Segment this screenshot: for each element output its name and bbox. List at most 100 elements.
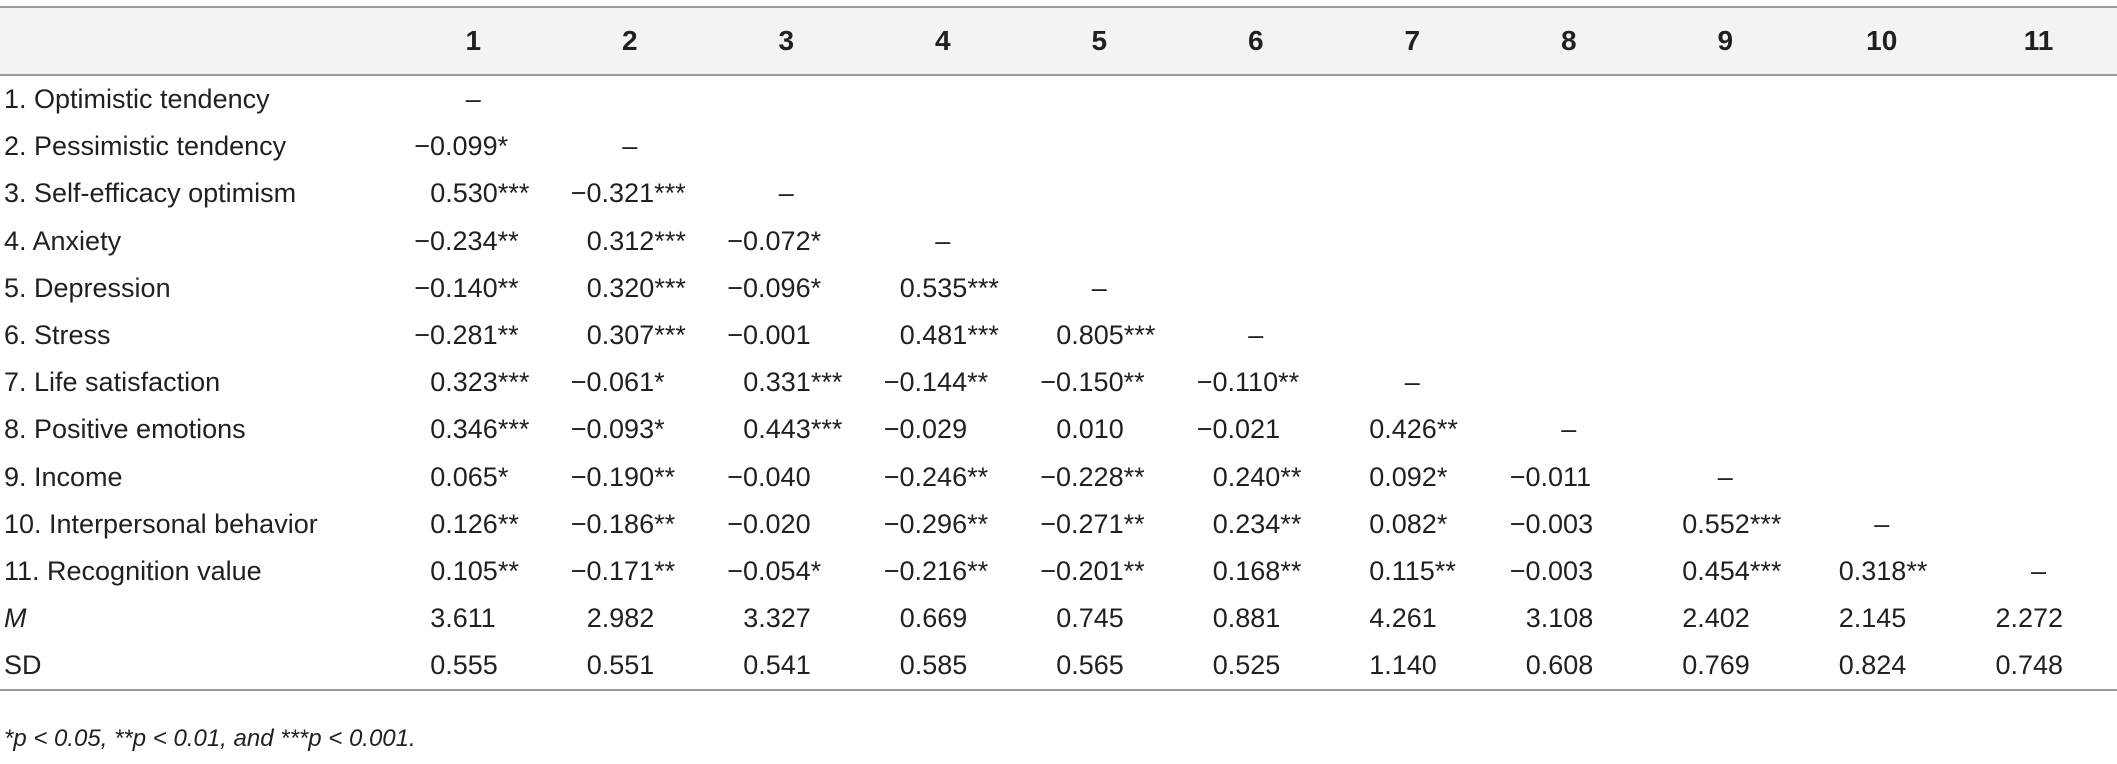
cell-value: 0.320*** — [586, 272, 686, 303]
table-cell — [865, 123, 1022, 170]
table-cell — [1804, 265, 1961, 312]
table-cell: 0.115** — [1334, 548, 1491, 595]
table-cell — [1804, 359, 1961, 406]
table-cell: 0.745 — [1021, 595, 1178, 642]
table-header: 1 2 3 4 5 6 7 8 9 10 11 — [0, 7, 2117, 75]
table-cell: −0.110** — [1178, 359, 1335, 406]
row-label: 10. Interpersonal behavior — [4, 508, 318, 539]
table-cell — [1960, 75, 2117, 123]
table-cell: 0.065* — [395, 454, 552, 501]
table-row: SD 0.555 0.551 0.541 0.585 0.565 0.525 1.140 0.6… — [0, 642, 2117, 692]
table-cell — [1334, 75, 1491, 123]
cell-value: 0.234** — [1212, 508, 1302, 539]
table-row: 3. Self-efficacy optimism 0.530*** −0.321*… — [0, 170, 2117, 217]
table-cell: −0.054* — [708, 548, 865, 595]
table-cell: 3.108 — [1491, 595, 1648, 642]
table-cell: 0.010 — [1021, 406, 1178, 453]
table-cell: 0.240** — [1178, 454, 1335, 501]
cell-value: −0.110** — [1196, 367, 1300, 398]
cell-value: 2.402 — [1682, 603, 1750, 634]
cell-value: −0.271** — [1040, 508, 1145, 539]
table-cell: – — [552, 123, 709, 170]
cell-value: 0.082* — [1369, 508, 1448, 539]
cell-value: −0.190** — [570, 461, 676, 492]
table-cell — [1960, 265, 2117, 312]
table-cell: 3.611 — [395, 595, 552, 642]
table-row: 8. Positive emotions 0.346*** −0.093* 0.443… — [0, 406, 2117, 453]
cell-value: −0.246** — [883, 461, 989, 492]
table-footnote: *p < 0.05, **p < 0.01, and ***p < 0.001. — [4, 725, 416, 752]
table-cell: 0.443*** — [708, 406, 865, 453]
table-cell — [1491, 265, 1648, 312]
table-cell: −0.296** — [865, 501, 1022, 548]
table-cell: 1.140 — [1334, 642, 1491, 692]
table-cell: 0.555 — [395, 642, 552, 692]
table-row: 4. Anxiety −0.234** 0.312*** −0.072* – — [0, 218, 2117, 265]
cell-value: 3.108 — [1525, 603, 1594, 634]
cell-value: 3.611 — [430, 603, 496, 634]
table-cell: −0.003 — [1491, 501, 1648, 548]
cell-value: 2.982 — [586, 603, 655, 634]
row-label: 4. Anxiety — [4, 225, 122, 256]
table-cell: 0.824 — [1803, 642, 1960, 692]
table-row: 11. Recognition value 0.105** −0.171** −0.0… — [0, 548, 2117, 595]
table-cell: −0.321*** — [552, 170, 709, 217]
table-cell: 0.585 — [864, 642, 1021, 692]
table-cell — [1021, 75, 1178, 123]
table-cell — [708, 123, 865, 170]
table-cell — [1647, 218, 1804, 265]
cell-value: 0.805*** — [1056, 320, 1156, 351]
table-cell: 0.323*** — [395, 359, 552, 406]
cell-value: 0.443*** — [743, 414, 843, 445]
header-cell-10: 10 — [1866, 25, 1898, 56]
table-cell: −0.246** — [865, 454, 1022, 501]
table-cell: 0.318** — [1804, 548, 1961, 595]
table-cell: −0.234** — [395, 218, 552, 265]
table-cell — [708, 75, 865, 123]
cell-value: 1.140 — [1369, 650, 1437, 681]
cell-value: 0.881 — [1212, 603, 1281, 634]
table-cell: −0.021 — [1178, 406, 1335, 453]
cell-value: 0.115** — [1369, 555, 1456, 586]
diagonal-dash: – — [1717, 461, 1733, 492]
table-row: 10. Interpersonal behavior 0.126** −0.186*… — [0, 501, 2117, 548]
table-cell — [1021, 170, 1178, 217]
header-cell-8: 8 — [1560, 25, 1577, 56]
table-cell — [1804, 406, 1961, 453]
cell-value: −0.144** — [883, 367, 989, 398]
cell-value: −0.171** — [570, 555, 676, 586]
table-row: 5. Depression −0.140** 0.320*** −0.096* 0.53… — [0, 265, 2117, 312]
row-label: 2. Pessimistic tendency — [4, 131, 287, 162]
table-cell — [1647, 406, 1804, 453]
table-cell — [1804, 218, 1961, 265]
table-cell: – — [1491, 406, 1648, 453]
row-label: M — [4, 603, 27, 634]
table-cell: 0.535*** — [865, 265, 1022, 312]
table-cell — [1178, 170, 1335, 217]
row-label: 11. Recognition value — [4, 555, 262, 586]
cell-value: −0.011 — [1509, 461, 1592, 492]
table-cell: −0.271** — [1021, 501, 1178, 548]
table-cell — [865, 170, 1022, 217]
header-cell-label — [0, 7, 395, 75]
table-cell: – — [1334, 359, 1491, 406]
table-cell — [1491, 359, 1648, 406]
table-row: 9. Income 0.065* −0.190** −0.040 −0.246** −0.… — [0, 454, 2117, 501]
table-cell: −0.201** — [1021, 548, 1178, 595]
header-cell-3: 3 — [778, 25, 795, 56]
row-label: 5. Depression — [4, 272, 171, 303]
table-cell: 0.082* — [1334, 501, 1491, 548]
header-row: 1 2 3 4 5 6 7 8 9 10 11 — [0, 7, 2117, 75]
cell-value: −0.093* — [570, 414, 665, 445]
table-cell — [1178, 75, 1335, 123]
table-row: 6. Stress −0.281** 0.307*** −0.001 0.481*** 0… — [0, 312, 2117, 359]
table-row: 1. Optimistic tendency – — [0, 75, 2117, 123]
table-cell: 0.481*** — [865, 312, 1022, 359]
table-cell: −0.281** — [395, 312, 552, 359]
table-cell — [1960, 359, 2117, 406]
cell-value: −0.140** — [414, 272, 519, 303]
table-cell: −0.150** — [1021, 359, 1178, 406]
cell-value: 0.541 — [743, 650, 811, 681]
table-cell: 0.551 — [551, 642, 708, 692]
cell-value: 0.745 — [1056, 603, 1124, 634]
